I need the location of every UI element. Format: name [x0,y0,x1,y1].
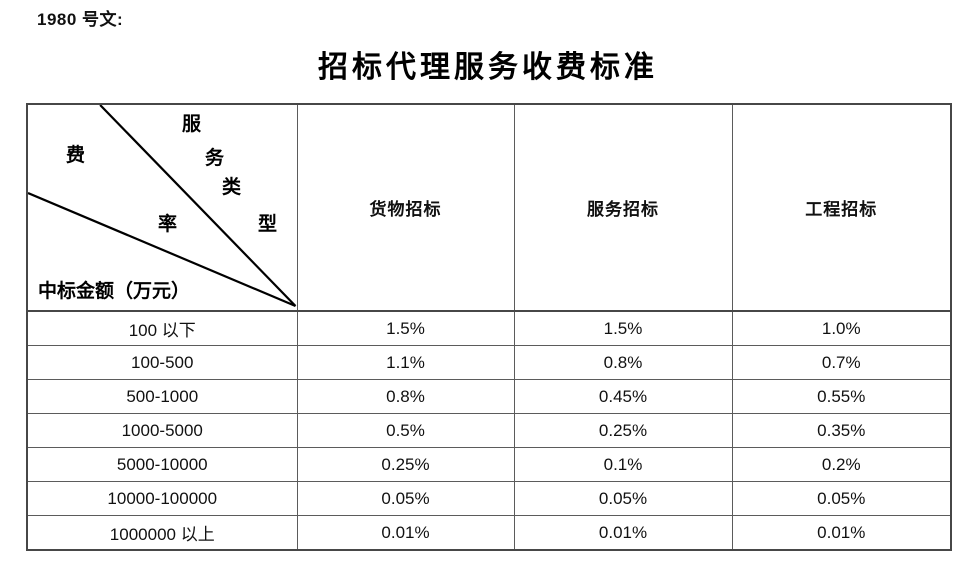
corner-fee-rate-char: 费 [66,145,86,166]
fee-value-cell: 0.55% [731,379,952,414]
table-row: 100-500 1.1% 0.8% 0.7% [26,345,952,380]
fee-value-cell: 0.2% [731,447,952,482]
table-header-row: 服 务 类 型 费 率 中标金额（万元） 货物招标 服务招标 工程招标 [26,103,952,312]
table-row: 1000-5000 0.5% 0.25% 0.35% [26,413,952,448]
fee-value-cell: 0.05% [513,481,733,516]
diagonal-corner-cell: 服 务 类 型 费 率 中标金额（万元） [26,103,298,312]
fee-value-cell: 0.45% [513,379,733,414]
column-header-goods: 货物招标 [296,103,515,312]
corner-service-type-char: 型 [258,214,278,235]
column-header-engineering: 工程招标 [731,103,952,312]
table-row: 100 以下 1.5% 1.5% 1.0% [26,310,952,346]
diagonal-lines [28,105,296,308]
doc-ref: 1980 号文: [37,10,124,29]
table-row: 500-1000 0.8% 0.45% 0.55% [26,379,952,414]
row-label: 100 以下 [26,310,298,346]
fee-value-cell: 0.01% [731,515,952,551]
corner-amount-label: 中标金额（万元） [38,281,191,302]
fee-value-cell: 0.1% [513,447,733,482]
row-label: 5000-10000 [26,447,298,482]
table-row: 5000-10000 0.25% 0.1% 0.2% [26,447,952,482]
column-header-services: 服务招标 [513,103,733,312]
corner-fee-rate-char: 率 [158,214,178,235]
fee-value-cell: 0.25% [296,447,515,482]
row-label: 500-1000 [26,379,298,414]
fee-value-cell: 1.5% [513,310,733,346]
fee-value-cell: 0.05% [296,481,515,516]
row-label: 1000000 以上 [26,515,298,551]
fee-value-cell: 0.35% [731,413,952,448]
row-label: 1000-5000 [26,413,298,448]
table-row: 1000000 以上 0.01% 0.01% 0.01% [26,515,952,551]
fee-value-cell: 1.5% [296,310,515,346]
corner-service-type-char: 服 [182,114,202,135]
table-row: 10000-100000 0.05% 0.05% 0.05% [26,481,952,516]
row-label: 10000-100000 [26,481,298,516]
fee-value-cell: 1.0% [731,310,952,346]
fee-value-cell: 0.8% [513,345,733,380]
page-title: 招标代理服务收费标准 [318,51,658,84]
row-label: 100-500 [26,345,298,380]
fee-value-cell: 0.01% [296,515,515,551]
fee-value-cell: 0.05% [731,481,952,516]
fee-value-cell: 1.1% [296,345,515,380]
fee-value-cell: 0.5% [296,413,515,448]
fee-standard-table: 服 务 类 型 费 率 中标金额（万元） 货物招标 服务招标 工程招标 100 … [26,103,952,551]
fee-value-cell: 0.25% [513,413,733,448]
fee-value-cell: 0.7% [731,345,952,380]
corner-service-type-char: 务 [205,148,225,169]
fee-value-cell: 0.01% [513,515,733,551]
corner-service-type-char: 类 [222,177,242,198]
fee-value-cell: 0.8% [296,379,515,414]
